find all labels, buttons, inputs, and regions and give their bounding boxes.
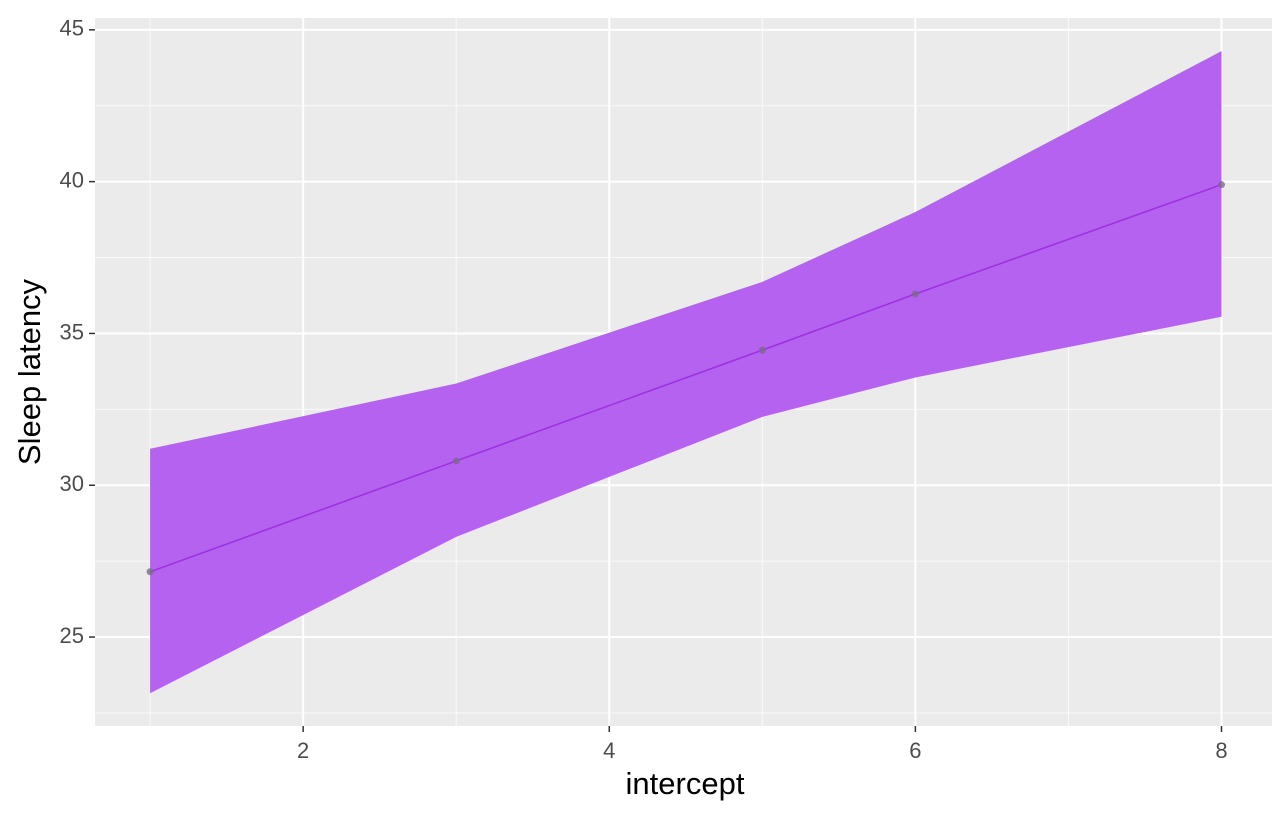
y-axis-title: Sleep latency <box>12 278 47 465</box>
data-point <box>452 457 460 465</box>
x-axis-title: intercept <box>626 766 745 801</box>
y-tick-label: 25 <box>60 623 84 648</box>
x-tick-label: 4 <box>603 738 615 763</box>
x-tick-label: 6 <box>909 738 921 763</box>
x-tick-label: 8 <box>1215 738 1227 763</box>
confidence-ribbon <box>150 51 1222 694</box>
data-point <box>146 568 154 576</box>
y-tick-label: 40 <box>60 167 84 192</box>
x-tick-label: 2 <box>297 738 309 763</box>
data-point <box>758 346 766 354</box>
data-point <box>911 290 919 298</box>
y-tick-label: 45 <box>60 16 84 41</box>
y-tick-label: 35 <box>60 319 84 344</box>
data-point <box>1217 181 1225 189</box>
y-tick-label: 30 <box>60 471 84 496</box>
